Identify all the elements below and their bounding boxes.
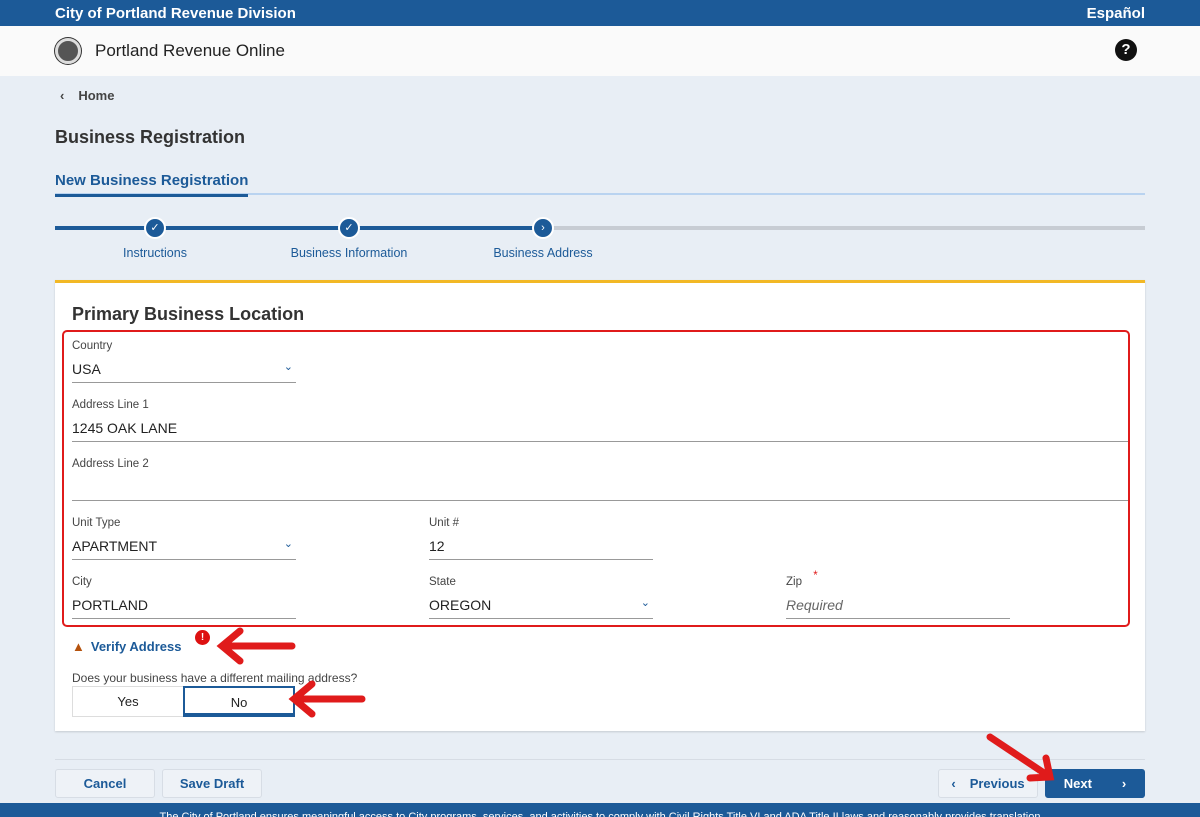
zip-label: Zip * <box>786 570 818 588</box>
mailing-question: Does your business have a different mail… <box>72 671 358 685</box>
breadcrumb-home[interactable]: ‹ Home <box>60 88 128 103</box>
error-badge-icon: ! <box>195 630 210 645</box>
org-name: City of Portland Revenue Division <box>55 5 296 22</box>
state-label: State <box>429 576 456 588</box>
unit-type-label: Unit Type <box>72 517 121 529</box>
tab-new-business-registration[interactable]: New Business Registration <box>55 172 249 197</box>
help-icon[interactable]: ? <box>1115 39 1137 61</box>
language-link[interactable]: Español <box>1086 5 1145 22</box>
stepper-progress <box>55 226 545 230</box>
unit-number-input[interactable]: 12 <box>429 534 653 560</box>
step-label: Business Information <box>290 246 408 260</box>
yes-toggle[interactable]: Yes <box>72 686 184 717</box>
step-label: Instructions <box>123 246 187 260</box>
address1-label: Address Line 1 <box>72 399 149 411</box>
top-bar: City of Portland Revenue Division Españo… <box>0 0 1200 26</box>
country-label: Country <box>72 340 113 352</box>
unit-number-label: Unit # <box>429 517 460 529</box>
tab-divider <box>55 193 1145 195</box>
previous-button[interactable]: ‹ Previous <box>938 769 1038 798</box>
cancel-button[interactable]: Cancel <box>55 769 155 798</box>
address2-label: Address Line 2 <box>72 458 149 470</box>
chevron-left-icon: ‹ <box>60 88 65 103</box>
state-select[interactable]: OREGON ⌄ <box>429 593 653 619</box>
chevron-left-icon: ‹ <box>951 776 956 791</box>
chevron-right-icon: › <box>1121 776 1127 791</box>
address2-input[interactable] <box>72 475 1128 501</box>
chevron-down-icon: ⌄ <box>283 361 293 373</box>
stepper-remaining <box>545 226 1145 230</box>
unit-type-select[interactable]: APARTMENT ⌄ <box>72 534 296 560</box>
city-label: City <box>72 576 92 588</box>
step-check-icon[interactable]: ✓ <box>338 217 360 239</box>
next-button[interactable]: Next › <box>1045 769 1145 798</box>
address1-input[interactable]: 1245 OAK LANE <box>72 416 1128 442</box>
app-header: Portland Revenue Online ? <box>0 26 1200 76</box>
step-check-icon[interactable]: ✓ <box>144 217 166 239</box>
no-toggle[interactable]: No <box>183 686 295 717</box>
app-title: Portland Revenue Online <box>95 41 285 60</box>
home-link[interactable]: Home <box>78 88 115 103</box>
primary-location-card: Primary Business Location Country USA ⌄ A… <box>55 280 1145 731</box>
verify-address-link[interactable]: ▲ Verify Address <box>72 639 182 654</box>
save-draft-button[interactable]: Save Draft <box>162 769 262 798</box>
step-current-icon[interactable]: › <box>532 217 554 239</box>
chevron-down-icon: ⌄ <box>640 597 650 609</box>
city-input[interactable]: PORTLAND <box>72 593 296 619</box>
required-mark: * <box>813 570 818 582</box>
step-label: Business Address <box>493 246 593 260</box>
divider <box>55 759 1145 760</box>
country-select[interactable]: USA ⌄ <box>72 357 296 383</box>
card-title: Primary Business Location <box>72 304 305 324</box>
warning-icon: ▲ <box>72 639 85 654</box>
page-title: Business Registration <box>55 127 246 147</box>
footer: The City of Portland ensures meaningful … <box>0 803 1200 817</box>
zip-input[interactable]: Required <box>786 593 1010 619</box>
city-seal-logo <box>55 38 81 64</box>
chevron-down-icon: ⌄ <box>283 538 293 550</box>
